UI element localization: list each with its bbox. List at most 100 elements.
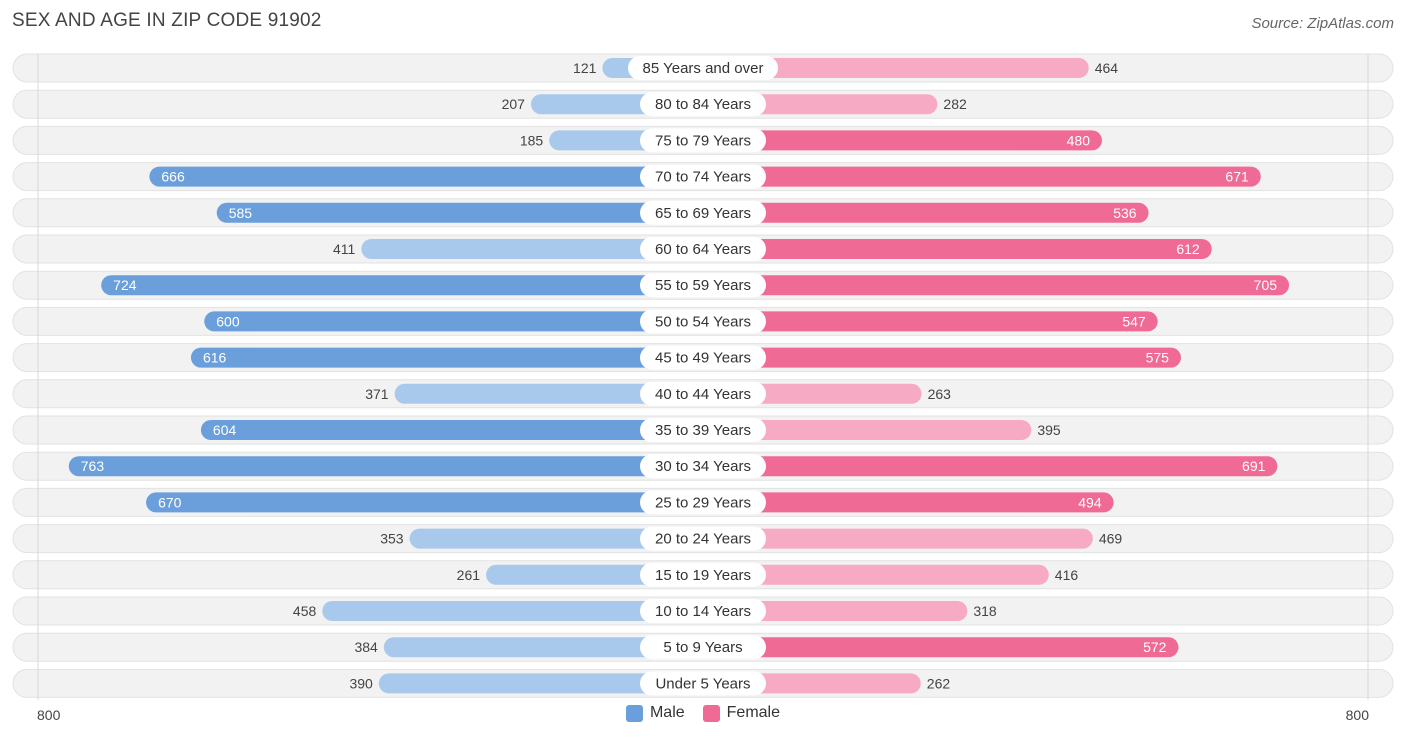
category-label: 30 to 34 Years <box>655 458 751 475</box>
female-value-label: 575 <box>1146 350 1170 366</box>
category-label: 20 to 24 Years <box>655 531 751 548</box>
male-bar[interactable] <box>149 166 703 187</box>
male-bar[interactable] <box>190 347 703 368</box>
category-label: 65 to 69 Years <box>655 205 751 222</box>
male-bar[interactable] <box>204 311 703 332</box>
category-label-background <box>640 635 766 660</box>
category-label-background <box>640 490 766 515</box>
category-label: 40 to 44 Years <box>655 386 751 403</box>
female-value-label: 282 <box>943 96 967 112</box>
legend: Male Female <box>0 704 1406 722</box>
category-label: Under 5 Years <box>655 675 750 692</box>
male-bar[interactable] <box>200 420 704 440</box>
legend-label-female: Female <box>726 704 781 721</box>
male-value-label: 458 <box>293 603 317 619</box>
category-label: 25 to 29 Years <box>655 494 751 511</box>
legend-label-male: Male <box>649 704 685 721</box>
category-label: 15 to 19 Years <box>655 567 751 584</box>
male-bar[interactable] <box>394 383 703 404</box>
category-label: 55 to 59 Years <box>655 277 751 294</box>
male-bar[interactable] <box>361 239 703 259</box>
category-label: 5 to 9 Years <box>663 639 742 656</box>
legend-swatch-female <box>702 704 720 722</box>
male-value-label: 411 <box>333 241 356 257</box>
male-value-label: 121 <box>573 60 597 76</box>
female-value-label: 494 <box>1078 494 1102 510</box>
category-label-background <box>640 562 766 587</box>
source-note: Source: ZipAtlas.com <box>1251 15 1394 32</box>
female-bar[interactable] <box>703 456 1278 477</box>
category-label: 70 to 74 Years <box>655 169 751 186</box>
male-bar[interactable] <box>409 528 703 549</box>
female-bar[interactable] <box>703 528 1093 549</box>
female-bar[interactable] <box>703 275 1290 296</box>
legend-item-male[interactable]: Male <box>625 704 685 722</box>
female-value-label: 318 <box>973 603 997 619</box>
legend-item-female[interactable]: Female <box>702 704 781 722</box>
female-value-label: 691 <box>1242 458 1266 474</box>
category-label: 10 to 14 Years <box>655 603 751 620</box>
female-bar[interactable] <box>703 420 1032 440</box>
male-bar[interactable] <box>68 456 704 477</box>
female-bar[interactable] <box>703 58 1089 78</box>
category-label-background <box>640 237 766 261</box>
category-label-background <box>628 56 778 80</box>
male-value-label: 724 <box>113 277 137 293</box>
male-value-label: 600 <box>216 313 240 329</box>
category-label-background <box>640 381 766 406</box>
female-value-label: 705 <box>1254 277 1278 293</box>
male-value-label: 670 <box>158 494 182 510</box>
category-label-background <box>640 418 766 442</box>
male-bar[interactable] <box>378 673 703 694</box>
population-pyramid-chart: 85 Years and over 121 464 80 to 84 Years 207… <box>12 53 1394 700</box>
legend-swatch-male <box>625 704 643 722</box>
category-label: 50 to 54 Years <box>655 313 751 330</box>
female-bar[interactable] <box>703 130 1102 151</box>
male-value-label: 353 <box>380 531 404 547</box>
category-label-background <box>640 164 766 189</box>
female-bar[interactable] <box>703 492 1114 513</box>
female-bar[interactable] <box>703 202 1149 223</box>
male-value-label: 371 <box>365 386 389 402</box>
chart-title: SEX AND AGE IN ZIP CODE 91902 <box>12 10 322 31</box>
category-label-background <box>640 309 766 334</box>
female-value-label: 469 <box>1099 531 1123 547</box>
category-label-background <box>640 345 766 370</box>
category-label: 85 Years and over <box>643 60 764 77</box>
category-label: 80 to 84 Years <box>655 96 751 113</box>
female-value-label: 263 <box>928 386 952 402</box>
male-value-label: 616 <box>203 350 227 366</box>
female-value-label: 671 <box>1225 169 1249 185</box>
male-value-label: 390 <box>349 675 373 691</box>
category-label-background <box>640 526 766 551</box>
male-bar[interactable] <box>383 637 703 658</box>
female-value-label: 262 <box>927 675 951 691</box>
male-value-label: 666 <box>161 169 185 185</box>
category-label: 35 to 39 Years <box>655 422 751 439</box>
category-label-background <box>640 200 766 225</box>
female-value-label: 536 <box>1113 205 1137 221</box>
category-label-background <box>640 92 766 117</box>
category-label: 75 to 79 Years <box>655 132 751 149</box>
male-bar[interactable] <box>322 601 703 621</box>
male-value-label: 261 <box>457 567 481 583</box>
female-bar[interactable] <box>703 601 968 621</box>
female-value-label: 416 <box>1055 567 1079 583</box>
male-bar[interactable] <box>101 275 704 296</box>
female-value-label: 547 <box>1122 313 1146 329</box>
male-value-label: 604 <box>213 422 237 438</box>
female-bar[interactable] <box>703 347 1181 368</box>
category-label: 45 to 49 Years <box>655 350 751 367</box>
female-value-label: 395 <box>1037 422 1061 438</box>
female-bar[interactable] <box>703 311 1158 332</box>
axis-right-max: 800 <box>1345 707 1369 723</box>
female-bar[interactable] <box>703 637 1179 658</box>
female-bar[interactable] <box>703 166 1261 187</box>
male-value-label: 185 <box>520 132 544 148</box>
female-bar[interactable] <box>703 564 1049 585</box>
female-bar[interactable] <box>703 239 1212 259</box>
category-label: 60 to 64 Years <box>655 241 751 258</box>
male-bar[interactable] <box>216 202 703 223</box>
male-bar[interactable] <box>146 492 703 513</box>
axis-left-max: 800 <box>37 707 61 723</box>
